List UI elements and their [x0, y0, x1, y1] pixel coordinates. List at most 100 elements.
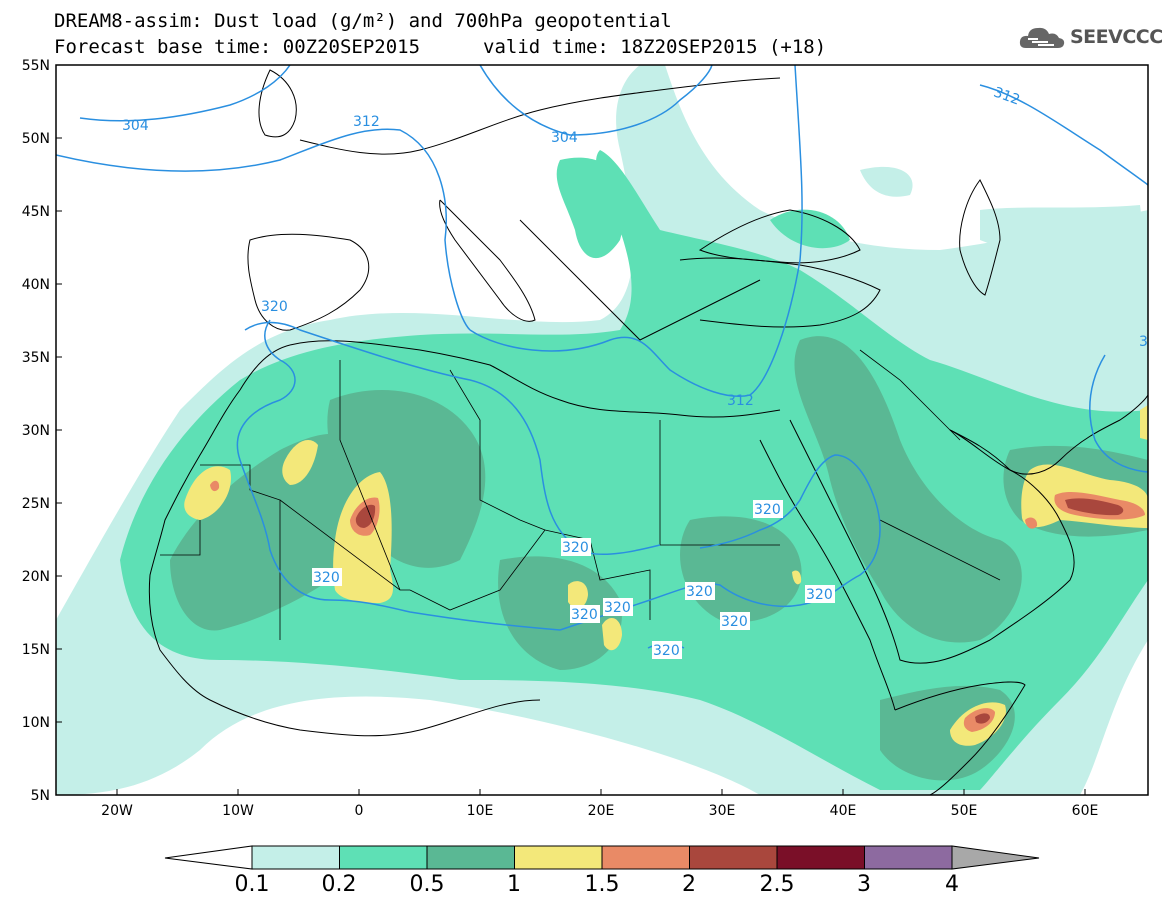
contour-320-central [559, 454, 881, 631]
coastline-africa-west [148, 344, 541, 737]
dust-region-1-b [282, 440, 318, 485]
lat-label: 5N [31, 788, 50, 804]
colorbar-box-7 [864, 845, 953, 870]
dust-region-1-a [184, 466, 231, 520]
colorbar-label: 1.5 [584, 872, 620, 897]
lat-label: 40N [22, 277, 50, 293]
contour-label: 320 [721, 614, 748, 630]
colorbar-box-2 [426, 845, 515, 870]
contour-label: 320 [562, 540, 589, 556]
valid-time: valid time: 18Z20SEP2015 (+18) [483, 36, 827, 58]
lon-label: 50E [951, 803, 978, 819]
contour-312-central [469, 65, 803, 397]
lat-label: 10N [22, 715, 50, 731]
contour-304-west [79, 65, 291, 122]
dust-region-0.5-arabia [794, 336, 1022, 643]
colorbar-min-arrow [164, 845, 253, 870]
coastline-italy [439, 199, 536, 322]
dust-region-1-i [1140, 405, 1148, 440]
lon-label: 60E [1072, 803, 1099, 819]
dust-region-1.5-d [210, 480, 220, 492]
lat-label: 50N [22, 131, 50, 147]
lon-label: 0 [355, 803, 364, 819]
colorbar-box-3 [514, 845, 603, 870]
lat-label: 55N [22, 58, 50, 74]
dust-region-0.2-black-sea [770, 209, 850, 249]
contour-label: 3 [1139, 334, 1148, 350]
forecast-base-time: Forecast base time: 00Z20SEP2015 [54, 36, 421, 58]
contour-304-central [479, 65, 713, 136]
coastline-black-sea [698, 209, 861, 264]
lat-label: 15N [22, 642, 50, 658]
logo-text: SEEVCCC [1070, 26, 1163, 48]
cloud-logo-icon [1019, 27, 1065, 48]
coastline-uk [258, 69, 297, 138]
contour-label: 320 [653, 643, 680, 659]
colorbar-label: 2 [682, 872, 696, 897]
lon-label: 40E [830, 803, 857, 819]
colorbar-label: 0.2 [321, 872, 357, 897]
coastline-arabia [789, 419, 1075, 664]
contour-label: 320 [806, 587, 833, 603]
lat-label: 25N [22, 496, 50, 512]
dust-region-2-b [1065, 498, 1124, 516]
colorbar-label: 2.5 [759, 872, 795, 897]
dust-region-0.2-balkans [556, 157, 626, 259]
lat-label: 20N [22, 569, 50, 585]
lon-label: 20E [588, 803, 615, 819]
colorbar-label: 0.1 [234, 872, 270, 897]
contour-320-west-loop [236, 319, 561, 631]
dust-region-0.1-ne [980, 205, 1148, 271]
coastline-red-sea [759, 439, 896, 711]
coastline-balkans-greece [519, 219, 761, 341]
colorbar-label: 3 [857, 872, 871, 897]
border-5 [544, 529, 651, 620]
colorbar-box-1 [339, 845, 428, 870]
colorbar [164, 845, 1040, 870]
lon-labels: 20W 10W 0 10E 20E 30E 40E 50E 60E [101, 803, 1098, 819]
axis-ticks [56, 64, 1086, 796]
dust-region-2-c [975, 713, 990, 724]
contour-label: 312 [353, 114, 380, 130]
coastline-persian-gulf [949, 394, 1148, 475]
coastline-mediterranean-south [289, 340, 781, 418]
contour-label: 320 [571, 607, 598, 623]
lat-label: 35N [22, 350, 50, 366]
lon-label: 10E [467, 803, 494, 819]
contour-label: 304 [122, 118, 149, 134]
colorbar-label: 4 [945, 872, 959, 897]
border-9 [859, 349, 961, 441]
contour-label: 320 [261, 299, 288, 315]
colorbar-box-0 [251, 845, 340, 870]
dust-region-2-a [355, 504, 376, 528]
dust-fields [56, 65, 1148, 795]
colorbar-box-4 [601, 845, 690, 870]
colorbar-box-6 [776, 845, 865, 870]
coastline-europe-north [299, 77, 781, 155]
dust-region-0.5-west [170, 433, 388, 631]
dust-region-1.5-e [1025, 517, 1038, 529]
lat-label: 45N [22, 204, 50, 220]
geopotential-contours [56, 65, 1148, 649]
border-8 [409, 529, 546, 611]
contour-312-east [979, 84, 1148, 186]
contour-label: 304 [551, 130, 578, 146]
coastlines [148, 69, 1148, 795]
map-title: DREAM8-assim: Dust load (g/m²) and 700hP… [54, 10, 672, 32]
border-3 [339, 360, 401, 591]
border-10 [879, 519, 1001, 581]
contour-312-west [56, 128, 471, 331]
seevccc-logo: SEEVCCC [1018, 24, 1163, 50]
contour-label: 320 [754, 502, 781, 518]
dust-region-1-e [602, 617, 622, 651]
lon-label: 30E [709, 803, 736, 819]
lon-label: 10W [222, 803, 254, 819]
dust-region-1-d [568, 581, 588, 609]
lat-label: 30N [22, 423, 50, 439]
coastline-horn [894, 681, 1026, 795]
contour-label: 312 [727, 393, 754, 409]
coastline-iberia [247, 233, 370, 331]
dust-region-0.1-north [860, 166, 913, 197]
colorbar-label: 1 [507, 872, 521, 897]
